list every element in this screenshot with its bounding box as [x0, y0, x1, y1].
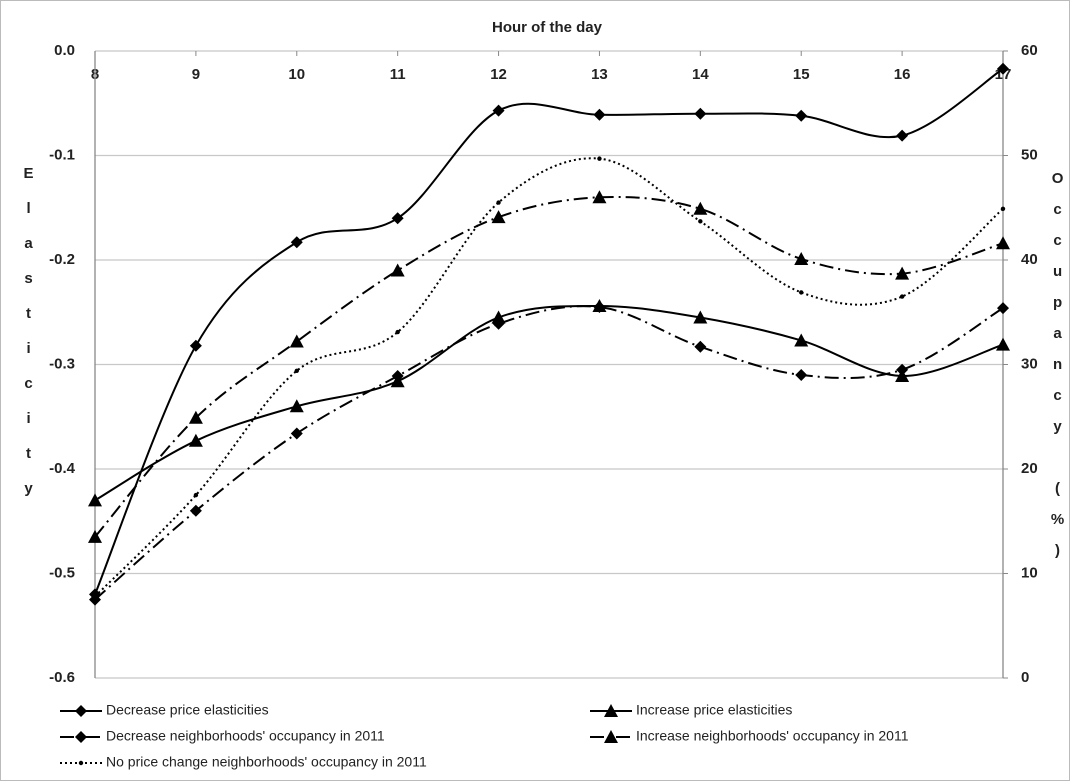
marker	[694, 107, 707, 120]
y-tick-label: 0.0	[54, 42, 75, 59]
marker	[899, 294, 905, 299]
x-tick-label: 10	[288, 66, 305, 83]
y-axis-label: Elasticity	[20, 165, 37, 515]
marker	[395, 329, 400, 335]
marker	[593, 108, 606, 121]
line	[94, 305, 1004, 601]
x-tick-label: 12	[490, 66, 507, 83]
marker	[496, 200, 501, 205]
legend-marker	[604, 704, 618, 717]
marker	[289, 334, 304, 348]
line	[94, 304, 1004, 502]
marker	[795, 109, 808, 122]
x-tick-label: 16	[894, 66, 911, 83]
marker	[188, 433, 203, 447]
x-tick-label: 14	[692, 66, 709, 83]
marker	[290, 236, 303, 249]
marker	[92, 594, 98, 599]
legend-marker	[78, 760, 84, 766]
y-tick-label: -0.1	[49, 146, 75, 163]
y-tick-label: -0.3	[49, 355, 75, 372]
marker	[896, 129, 909, 142]
x-tick-label: 9	[192, 66, 200, 83]
marker	[794, 251, 809, 265]
marker	[289, 399, 304, 413]
marker	[491, 310, 506, 324]
y-tick-label: -0.6	[49, 669, 75, 686]
y2-axis-label: Occupancy (%)	[1049, 170, 1066, 573]
x-tick-label: 11	[390, 66, 406, 83]
marker	[290, 427, 303, 440]
x-tick-label: 13	[591, 66, 608, 83]
marker	[391, 212, 404, 225]
line	[94, 157, 1004, 598]
y2-tick-label: 50	[1021, 146, 1038, 163]
marker	[795, 368, 808, 381]
legend-label: Increase neighborhoods' occupancy in 201…	[636, 728, 909, 744]
y2-tick-label: 20	[1021, 460, 1038, 477]
marker	[597, 156, 602, 161]
marker	[592, 190, 607, 204]
marker	[694, 340, 707, 353]
marker	[89, 593, 101, 606]
marker	[799, 290, 804, 295]
marker	[88, 529, 102, 543]
marker	[390, 263, 405, 277]
y2-tick-label: 60	[1021, 42, 1038, 59]
marker	[193, 492, 199, 498]
y2-tick-label: 40	[1021, 251, 1038, 268]
marker	[492, 104, 505, 117]
marker	[996, 337, 1010, 351]
legend-marker	[604, 730, 618, 743]
line	[94, 195, 1004, 538]
y-tick-label: -0.4	[49, 460, 76, 477]
marker	[693, 201, 708, 215]
marker	[698, 219, 703, 224]
marker	[896, 363, 909, 376]
marker	[189, 504, 202, 517]
marker	[996, 236, 1010, 250]
marker	[1000, 206, 1006, 211]
legend-label: Increase price elasticities	[636, 702, 792, 718]
marker	[794, 333, 809, 347]
y2-tick-label: 0	[1021, 669, 1029, 686]
legend-marker	[75, 731, 87, 743]
marker	[593, 301, 606, 314]
marker	[491, 210, 506, 224]
marker	[492, 317, 505, 330]
legend-label: No price change neighborhoods' occupancy…	[106, 754, 427, 770]
legend-marker	[75, 705, 87, 717]
legend-label: Decrease neighborhoods' occupancy in 201…	[106, 728, 385, 744]
marker	[997, 62, 1009, 75]
marker	[895, 266, 910, 280]
y-tick-label: -0.2	[49, 251, 75, 268]
marker	[294, 368, 299, 373]
marker	[997, 302, 1009, 315]
marker	[189, 339, 202, 352]
y2-tick-label: 10	[1021, 564, 1038, 581]
marker	[188, 410, 203, 424]
x-tick-label: 15	[793, 66, 810, 83]
marker	[391, 369, 404, 382]
marker	[88, 493, 102, 507]
line	[94, 67, 1004, 595]
chart-title: Hour of the day	[492, 19, 603, 36]
y2-tick-label: 30	[1021, 355, 1038, 372]
y-tick-label: -0.5	[49, 564, 75, 581]
legend-label: Decrease price elasticities	[106, 702, 269, 718]
marker	[693, 310, 708, 324]
